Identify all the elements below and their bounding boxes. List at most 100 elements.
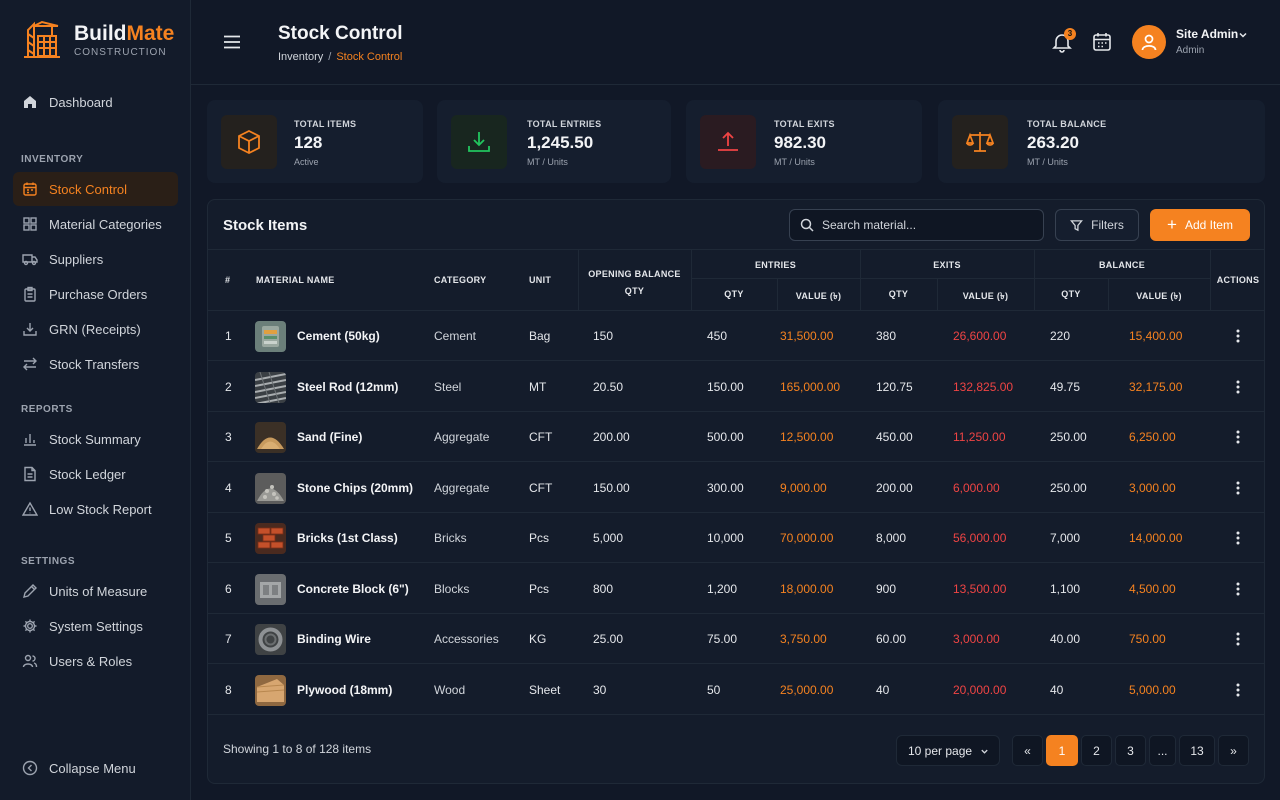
stat-icon-box (952, 115, 1008, 169)
cell-num: 7 (225, 632, 232, 646)
cell-material-name[interactable]: Plywood (18mm) (297, 682, 393, 697)
sidebar-item-stock-transfers[interactable]: Stock Transfers (13, 347, 178, 381)
chevron-down-icon[interactable] (1238, 30, 1248, 40)
divider (777, 279, 778, 310)
cell-exits-qty: 8,000 (876, 531, 907, 545)
cell-category: Aggregate (434, 480, 490, 495)
more-options-icon[interactable] (1230, 429, 1246, 445)
page-button-2[interactable]: 2 (1081, 735, 1112, 766)
sidebar-item-units-of-measure[interactable]: Units of Measure (13, 574, 178, 608)
cell-balance-qty: 40.00 (1050, 632, 1081, 646)
collapse-menu-button[interactable]: Collapse Menu (13, 751, 178, 785)
cell-entries-value: 18,000.00 (780, 581, 834, 596)
search-input[interactable] (822, 218, 1032, 232)
more-options-icon[interactable] (1230, 631, 1246, 647)
table-row[interactable]: 7 Binding Wire Accessories KG 25.00 75.00 3,75… (208, 614, 1264, 664)
avatar[interactable] (1132, 25, 1166, 59)
col-header-unit[interactable]: UNIT (529, 275, 552, 285)
cell-balance-value: 5,000.00 (1129, 682, 1176, 697)
sidebar-item-label: Users & Roles (49, 653, 133, 669)
more-options-icon[interactable] (1230, 480, 1246, 496)
sidebar-item-system-settings[interactable]: System Settings (13, 609, 178, 643)
sidebar-item-label: Suppliers (49, 251, 104, 267)
cell-opening-qty: 5,000 (593, 531, 624, 545)
col-header-material-name[interactable]: MATERIAL NAME (256, 275, 335, 285)
page-last-button[interactable]: » (1218, 735, 1249, 766)
sidebar-item-purchase-orders[interactable]: Purchase Orders (13, 277, 178, 311)
table-row[interactable]: 4 Stone Chips (20mm) Aggregate CFT 150.00 300… (208, 463, 1264, 513)
cell-category: Accessories (434, 632, 499, 646)
table-row[interactable]: 5 Bricks (1st Class) Bricks Pcs 5,000 10,000 7… (208, 513, 1264, 563)
per-page-select[interactable]: 10 per page (896, 735, 1000, 766)
more-options-icon[interactable] (1230, 682, 1246, 698)
table-row[interactable]: 8 Plywood (18mm) Wood Sheet 30 50 25,000.00 40 2… (208, 665, 1264, 715)
cell-balance-value: 750.00 (1129, 632, 1166, 646)
cell-material-name[interactable]: Sand (Fine) (297, 430, 363, 444)
divider (691, 278, 1210, 279)
cell-material-name[interactable]: Concrete Block (6") (297, 581, 409, 596)
table-row[interactable]: 2 Steel Rod (12mm) Steel MT 20.50 150.00 165,0… (208, 362, 1264, 412)
brand[interactable]: BuildMate CONSTRUCTION (22, 20, 174, 60)
material-thumbnail (255, 472, 286, 504)
cell-exits-value: 11,250.00 (953, 430, 1006, 444)
cell-num: 5 (225, 531, 232, 545)
hamburger-menu-icon[interactable] (222, 32, 242, 52)
page-button-3[interactable]: 3 (1115, 735, 1146, 766)
col-header-category[interactable]: CATEGORY (434, 275, 487, 285)
cell-category: Wood (434, 682, 466, 697)
breadcrumb-separator: / (328, 51, 332, 63)
pagination-summary: Showing 1 to 8 of 128 items (223, 742, 372, 756)
user-name[interactable]: Site Admin (1176, 27, 1239, 41)
breadcrumb-inventory[interactable]: Inventory (278, 51, 324, 63)
cell-unit: KG (529, 632, 547, 646)
sidebar-item-stock-ledger[interactable]: Stock Ledger (13, 457, 178, 491)
sidebar-item-label: Stock Control (49, 181, 128, 197)
more-options-icon[interactable] (1230, 328, 1246, 344)
sidebar-item-material-categories[interactable]: Material Categories (13, 207, 178, 241)
cell-material-name[interactable]: Cement (50kg) (297, 329, 380, 343)
home-icon (24, 96, 36, 108)
calendar-icon[interactable] (1091, 31, 1113, 53)
cell-material-name[interactable]: Binding Wire (297, 632, 371, 646)
page-button-13[interactable]: 13 (1179, 735, 1215, 766)
cell-balance-qty: 250.00 (1050, 480, 1087, 495)
cell-exits-value: 13,500.00 (953, 581, 1007, 596)
table-row[interactable]: 3 Sand (Fine) Aggregate CFT 200.00 500.00 12,5… (208, 412, 1264, 462)
page-title: Stock Control (278, 23, 403, 44)
cell-material-name[interactable]: Stone Chips (20mm) (297, 480, 414, 495)
cell-entries-value: 70,000.00 (780, 531, 834, 545)
chevron-left-circle-icon (22, 760, 38, 776)
cell-material-name[interactable]: Bricks (1st Class) (297, 531, 398, 545)
cell-entries-qty: 500.00 (707, 430, 744, 444)
cell-balance-qty: 49.75 (1050, 379, 1081, 394)
stat-sub: MT / Units (527, 157, 568, 167)
cell-material-name[interactable]: Steel Rod (12mm) (297, 379, 399, 394)
page-first-button[interactable]: « (1012, 735, 1043, 766)
user-icon (1141, 34, 1157, 51)
more-options-icon[interactable] (1230, 379, 1246, 395)
filter-icon (1070, 219, 1084, 231)
sidebar-item-low-stock-report[interactable]: Low Stock Report (13, 492, 178, 526)
page-button-1[interactable]: 1 (1046, 735, 1078, 766)
col-header-num: # (225, 275, 231, 285)
col-header-opening-balance[interactable]: OPENING BALANCE (588, 269, 681, 279)
add-item-button[interactable]: + Add Item (1150, 209, 1250, 241)
more-options-icon[interactable] (1230, 581, 1246, 597)
sidebar-item-users-roles[interactable]: Users & Roles (13, 644, 178, 678)
filters-label: Filters (1091, 218, 1124, 232)
sidebar-item-dashboard[interactable]: Dashboard (13, 85, 178, 119)
cell-entries-value: 25,000.00 (780, 682, 834, 697)
brand-name-accent: Mate (126, 21, 175, 45)
download-icon (468, 132, 490, 152)
sidebar-item-stock-summary[interactable]: Stock Summary (13, 422, 178, 456)
table-row[interactable]: 6 Concrete Block (6") Blocks Pcs 800 1,200 18,… (208, 564, 1264, 614)
cell-exits-qty: 60.00 (876, 632, 907, 646)
filters-button[interactable]: Filters (1055, 209, 1139, 241)
sidebar-item-stock-control[interactable]: Stock Control (13, 172, 178, 206)
sidebar-item-suppliers[interactable]: Suppliers (13, 242, 178, 276)
table-row[interactable]: 1 Cement (50kg) Cement Bag 150 450 31,500.00 38… (208, 311, 1264, 361)
sidebar-item-grn-receipts[interactable]: GRN (Receipts) (13, 312, 178, 346)
search-box[interactable] (789, 209, 1044, 241)
material-thumbnail (255, 523, 286, 554)
more-options-icon[interactable] (1230, 530, 1246, 546)
